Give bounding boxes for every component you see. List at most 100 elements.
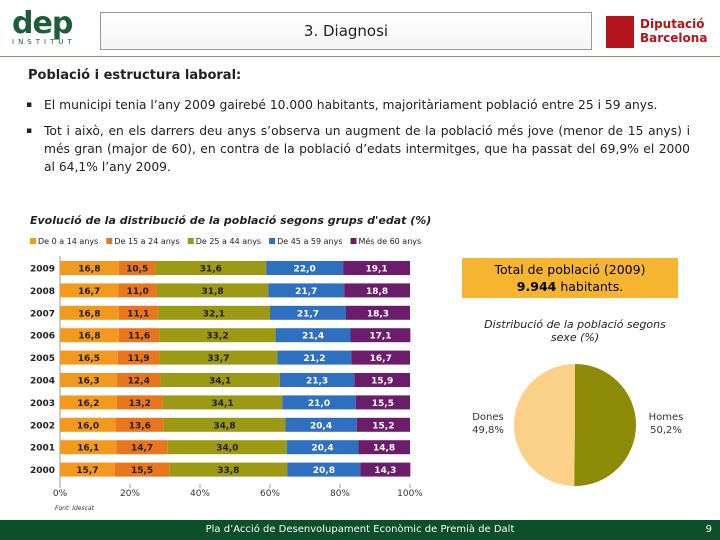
bar-segment — [116, 417, 164, 432]
legend-swatch — [106, 238, 113, 244]
value-label: 18,8 — [366, 287, 388, 297]
bar-segment — [60, 417, 116, 432]
value-label: 31,6 — [200, 265, 222, 275]
value-label: 33,8 — [217, 466, 239, 476]
x-tick-label: 20% — [120, 489, 140, 499]
footer: Pla d’Acció de Desenvolupament Econòmic … — [0, 520, 720, 540]
bar-segment — [60, 395, 117, 410]
value-label: 14,3 — [374, 466, 396, 476]
value-label: 16,7 — [370, 354, 392, 364]
value-label: 20,4 — [310, 421, 332, 431]
logo-right-line: Barcelona — [640, 31, 708, 45]
value-label: 13,2 — [129, 399, 151, 409]
value-label: 16,2 — [77, 399, 99, 409]
bar-segment — [116, 395, 163, 410]
bar-segment — [286, 440, 359, 455]
value-label: 21,7 — [295, 287, 317, 297]
bar-segment — [157, 305, 270, 320]
bar-segment — [159, 328, 276, 343]
value-label: 11,6 — [128, 332, 150, 342]
pie-value-label: 50,2% — [650, 425, 682, 436]
bar-segment — [279, 373, 355, 387]
y-tick-label: 2004 — [30, 377, 55, 387]
bar-segment — [345, 305, 410, 320]
bar-segment — [350, 328, 411, 343]
pie-label: Homes — [649, 412, 684, 423]
pie-title: Distribució de la població segons sexe (%… — [484, 318, 666, 344]
logo-left: dep INSTITUT — [12, 6, 84, 47]
value-label: 16,1 — [77, 444, 99, 454]
legend-swatch — [269, 238, 276, 244]
bar-segment — [162, 395, 283, 410]
value-label: 15,9 — [371, 377, 393, 387]
value-label: 13,6 — [129, 421, 151, 431]
value-label: 20,4 — [311, 444, 333, 454]
value-label: 21,3 — [306, 377, 328, 387]
value-label: 11,1 — [127, 309, 149, 319]
bar-segment — [169, 462, 288, 477]
slide-title: 3. Diagnosi — [303, 22, 389, 40]
value-label: 34,0 — [216, 444, 238, 454]
value-label: 34,1 — [209, 377, 231, 387]
bar-segment — [118, 305, 158, 320]
callout: Total de població (2009) 9.944 habitants… — [462, 258, 678, 298]
value-label: 14,7 — [131, 444, 153, 454]
bar-segment — [60, 305, 119, 320]
value-label: 21,7 — [297, 309, 319, 319]
value-label: 14,8 — [373, 444, 395, 454]
legend-swatch — [350, 238, 357, 244]
bar-segment — [114, 462, 170, 477]
value-label: 21,0 — [308, 399, 330, 409]
callout-number: 9.944 — [516, 279, 557, 294]
legend-label: De 0 a 14 anys — [38, 237, 98, 246]
charts: Evolució de la distribució de la poblaci… — [30, 214, 684, 512]
bar-segment — [270, 305, 346, 320]
value-label: 11,9 — [127, 354, 149, 364]
bar-segment — [358, 440, 410, 455]
value-label: 31,8 — [201, 287, 223, 297]
value-label: 32,1 — [203, 309, 225, 319]
bullets: El municipi tenia l’any 2009 gairebé 10.… — [0, 96, 690, 184]
y-tick-label: 2006 — [30, 332, 55, 342]
bar-segment — [118, 283, 157, 298]
value-label: 16,7 — [78, 287, 100, 297]
value-label: 16,5 — [78, 354, 100, 364]
callout-line: Total de població (2009) — [494, 262, 646, 277]
logo-right-mark — [606, 16, 634, 48]
value-label: 15,5 — [131, 466, 153, 476]
bar-segment — [117, 350, 160, 365]
chart-title: Evolució de la distribució de la poblaci… — [30, 214, 431, 227]
y-tick-label: 2002 — [30, 421, 55, 431]
value-label: 18,3 — [367, 309, 389, 319]
y-tick-label: 2001 — [30, 444, 55, 454]
y-tick-label: 2007 — [30, 309, 55, 319]
y-tick-label: 2005 — [30, 354, 55, 364]
value-label: 33,2 — [206, 332, 228, 342]
x-tick-label: 80% — [330, 489, 350, 499]
callout-unit: habitants. — [560, 279, 624, 294]
callout-line: 9.944 habitants. — [462, 278, 678, 295]
value-label: 15,5 — [372, 399, 394, 409]
bar-segment — [167, 440, 287, 455]
value-label: 34,1 — [211, 399, 233, 409]
bar-segment — [266, 261, 344, 275]
bar-segment — [60, 328, 119, 343]
bar-segment — [60, 373, 118, 387]
value-label: 11,0 — [127, 287, 149, 297]
pie-label: Dones — [472, 412, 504, 423]
section-title: Població i estructura laboral: — [28, 68, 242, 83]
logo-text: dep — [12, 6, 73, 41]
bar-segment — [354, 373, 410, 387]
bar-segment — [163, 417, 286, 432]
y-tick-label: 2003 — [30, 399, 55, 409]
logo-right-line: Diputació — [640, 17, 705, 31]
value-label: 21,4 — [302, 332, 324, 342]
legend-label: De 15 a 24 anys — [114, 237, 179, 246]
x-tick-label: 0% — [53, 489, 68, 499]
pie-value-label: 49,8% — [472, 425, 504, 436]
bar-segment — [268, 283, 345, 298]
bar-segment — [351, 350, 410, 365]
value-label: 16,3 — [77, 377, 99, 387]
value-label: 16,8 — [78, 265, 100, 275]
